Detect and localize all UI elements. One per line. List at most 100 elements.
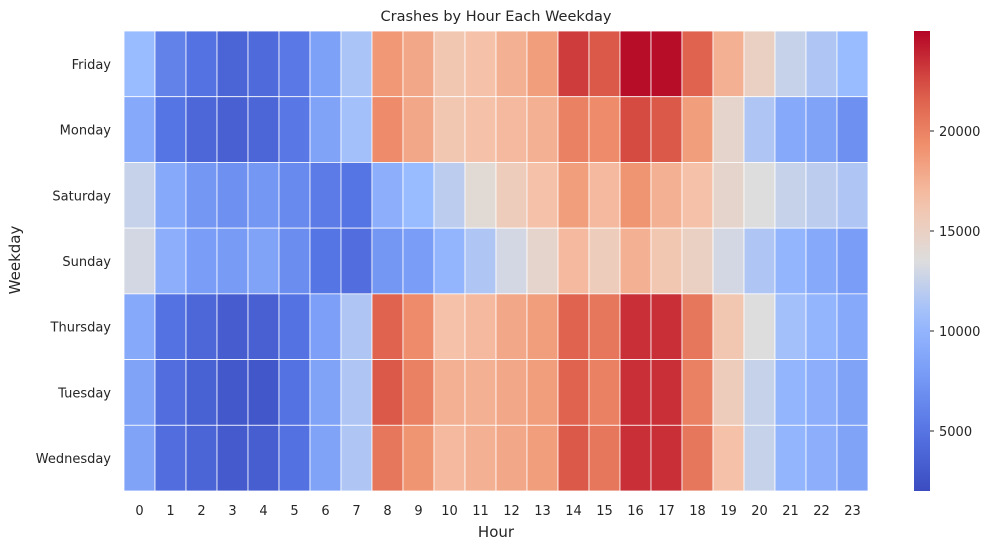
heatmap-cell xyxy=(805,96,838,163)
x-axis-label: Hour xyxy=(478,523,515,541)
heatmap-cell xyxy=(712,293,745,360)
heatmap-cell xyxy=(309,162,342,229)
heatmap-cell xyxy=(619,359,652,426)
heatmap-cell xyxy=(557,162,590,229)
heatmap-cell xyxy=(123,424,156,492)
y-tick-label: Monday xyxy=(60,124,112,139)
heatmap-cell xyxy=(805,424,838,492)
heatmap-cell xyxy=(588,424,621,492)
heatmap-cell xyxy=(247,293,280,360)
heatmap-cell xyxy=(712,359,745,426)
heatmap-cell xyxy=(743,96,776,163)
heatmap-cell xyxy=(185,162,218,229)
heatmap-cell xyxy=(154,227,187,295)
heatmap-cell xyxy=(123,293,156,360)
heatmap-cell xyxy=(402,162,435,229)
heatmap-cell xyxy=(309,293,342,360)
heatmap-cell xyxy=(495,96,528,163)
heatmap-cell xyxy=(433,359,466,426)
y-tick-label: Thursday xyxy=(50,321,112,336)
heatmap-cell xyxy=(371,96,404,163)
x-tick-label: 3 xyxy=(228,504,236,519)
heatmap-cell xyxy=(805,227,838,295)
heatmap-cell xyxy=(402,227,435,295)
heatmap-cell xyxy=(557,293,590,360)
heatmap-cell xyxy=(309,359,342,426)
heatmap-cell xyxy=(464,359,497,426)
heatmap-cell xyxy=(154,162,187,229)
heatmap-cell xyxy=(681,359,714,426)
heatmap-cell xyxy=(805,162,838,229)
heatmap-cell xyxy=(836,162,869,229)
heatmap-cell xyxy=(712,227,745,295)
heatmap-cell xyxy=(340,227,373,295)
heatmap-cell xyxy=(774,96,807,163)
heatmap-cell xyxy=(278,359,311,426)
heatmap-cell xyxy=(185,96,218,163)
heatmap-cell xyxy=(402,30,435,98)
heatmap-cell xyxy=(619,227,652,295)
heatmap-cell xyxy=(216,424,249,492)
heatmap-cell xyxy=(805,293,838,360)
heatmap-cell xyxy=(402,293,435,360)
heatmap-cell xyxy=(216,293,249,360)
heatmap-cell xyxy=(836,293,869,360)
heatmap-cell xyxy=(743,424,776,492)
colorbar-tick-label: 10000 xyxy=(939,325,980,340)
heatmap-cell xyxy=(588,96,621,163)
colorbar-tick-label: 15000 xyxy=(939,225,980,240)
y-tick-label: Saturday xyxy=(52,189,111,204)
heatmap-cell xyxy=(371,359,404,426)
heatmap-cell xyxy=(185,424,218,492)
colorbar-ticks: 5000 10000 15000 20000 xyxy=(930,125,980,440)
heatmap-cell xyxy=(743,293,776,360)
heatmap-cell xyxy=(278,96,311,163)
heatmap-cell xyxy=(681,227,714,295)
heatmap-cell xyxy=(712,424,745,492)
heatmap-cell xyxy=(340,162,373,229)
heatmap-cell xyxy=(619,96,652,163)
x-tick-label: 14 xyxy=(565,504,582,519)
x-tick-label: 8 xyxy=(383,504,391,519)
x-tick-label: 11 xyxy=(472,504,489,519)
heatmap-cell xyxy=(185,359,218,426)
heatmap-cell xyxy=(247,162,280,229)
heatmap-cell xyxy=(650,424,683,492)
x-tick-label: 6 xyxy=(321,504,329,519)
y-axis-label: Weekday xyxy=(6,226,24,295)
x-tick-label: 19 xyxy=(720,504,737,519)
heatmap-cell xyxy=(557,227,590,295)
heatmap-cell xyxy=(464,96,497,163)
y-tick-label: Friday xyxy=(72,58,112,73)
heatmap-cell xyxy=(123,96,156,163)
heatmap-cell xyxy=(340,359,373,426)
heatmap-cell xyxy=(557,96,590,163)
heatmap-cell xyxy=(526,359,559,426)
x-tick-label: 13 xyxy=(534,504,551,519)
heatmap-cell xyxy=(371,30,404,98)
heatmap-cell xyxy=(371,424,404,492)
x-tick-label: 21 xyxy=(782,504,799,519)
heatmap-cell xyxy=(805,359,838,426)
heatmap-cell xyxy=(743,162,776,229)
heatmap-cell xyxy=(154,359,187,426)
heatmap-cell xyxy=(123,227,156,295)
y-tick-label: Wednesday xyxy=(36,452,112,467)
heatmap-cell xyxy=(743,359,776,426)
heatmap-cell xyxy=(681,293,714,360)
heatmap-cell xyxy=(712,96,745,163)
heatmap-cell xyxy=(464,424,497,492)
heatmap-cell xyxy=(216,162,249,229)
heatmap-cell xyxy=(495,359,528,426)
heatmap-cell xyxy=(588,359,621,426)
heatmap-cell xyxy=(433,227,466,295)
heatmap-cell xyxy=(464,30,497,98)
heatmap-cell xyxy=(774,162,807,229)
heatmap-cell xyxy=(371,227,404,295)
heatmap-cell xyxy=(588,30,621,98)
heatmap-cell xyxy=(433,424,466,492)
x-tick-label: 9 xyxy=(414,504,422,519)
x-tick-label: 2 xyxy=(197,504,205,519)
x-tick-label: 7 xyxy=(352,504,360,519)
heatmap-cell xyxy=(185,30,218,98)
